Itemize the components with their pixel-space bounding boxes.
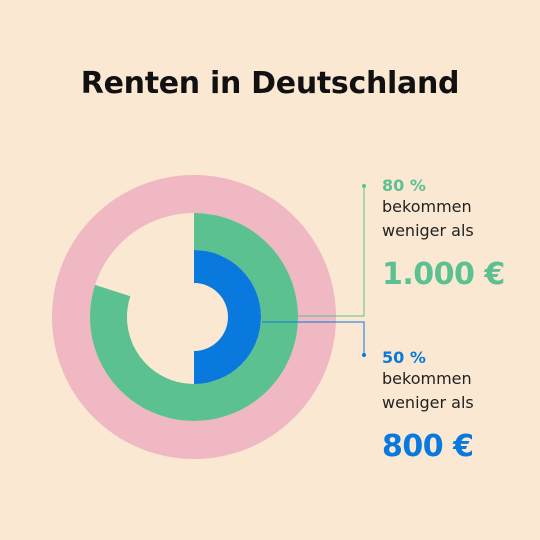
annotation-50-percent: 50 % bekommen weniger als 800 €: [382, 348, 474, 464]
annotation-text-line1: bekommen: [382, 369, 472, 388]
annotation-amount: 1.000 €: [382, 257, 505, 292]
middle-ring-arc: [90, 213, 299, 421]
annotation-percent-label: 50 %: [382, 348, 426, 367]
annotation-text-line1: bekommen: [382, 197, 472, 216]
leader-dot-50: [362, 353, 366, 357]
leader-line-80: [295, 186, 365, 317]
leader-dot-80: [362, 184, 366, 188]
inner-ring-arc: [194, 250, 261, 384]
page-title: Renten in Deutschland: [80, 66, 460, 101]
annotation-text-line2: weniger als: [382, 221, 474, 240]
annotation-80-percent: 80 % bekommen weniger als 1.000 €: [382, 176, 505, 292]
annotation-percent-label: 80 %: [382, 176, 426, 195]
annotation-text-line2: weniger als: [382, 393, 474, 412]
leader-line-50: [262, 321, 365, 355]
annotation-amount: 800 €: [382, 429, 474, 464]
